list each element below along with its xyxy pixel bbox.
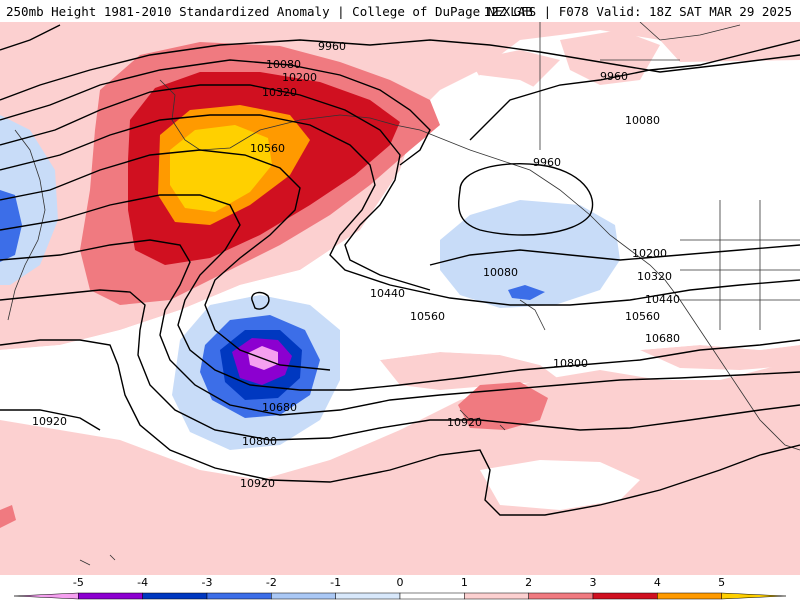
model-run-info: 12Z GFS | F078 Valid: 18Z SAT MAR 29 202… <box>483 4 792 19</box>
colorbar-segment <box>399 592 465 600</box>
anomaly-map: 9960 9960 9960 10080 10080 10080 10200 1… <box>0 22 800 575</box>
label-10200: 10200 <box>632 247 667 260</box>
map-header: 250mb Height 1981-2010 Standardized Anom… <box>0 0 800 22</box>
colorbar-svg: -5 -4 -3 -2 -1 0 1 2 3 4 5 <box>13 576 787 600</box>
label-10080: 10080 <box>483 266 518 279</box>
colorbar-tick-label: -4 <box>137 576 148 589</box>
label-10200: 10200 <box>282 71 317 84</box>
colorbar-segment <box>464 592 529 600</box>
colorbar-segments <box>13 592 787 600</box>
label-10800: 10800 <box>553 357 588 370</box>
contour-labels: 9960 9960 9960 10080 10080 10080 10200 1… <box>32 40 680 490</box>
colorbar-tick-label: 4 <box>654 576 661 589</box>
label-10440: 10440 <box>645 293 680 306</box>
label-9960: 9960 <box>318 40 346 53</box>
colorbar-segment <box>13 592 79 600</box>
coastlines <box>7 22 800 566</box>
height-contours <box>0 24 800 516</box>
label-10560: 10560 <box>250 142 285 155</box>
colorbar-segment <box>657 592 722 600</box>
label-10560: 10560 <box>410 310 445 323</box>
colorbar-segment <box>721 592 787 600</box>
label-10800: 10800 <box>242 435 277 448</box>
label-10920: 10920 <box>240 477 275 490</box>
colorbar-tick-label: 1 <box>461 576 468 589</box>
label-9960: 9960 <box>533 156 561 169</box>
map-canvas: 9960 9960 9960 10080 10080 10080 10200 1… <box>0 22 800 575</box>
colorbar-segment <box>528 592 594 600</box>
colorbar-segment <box>206 592 272 600</box>
colorbar-tick-label: 5 <box>718 576 725 589</box>
colorbar-segment <box>271 592 336 600</box>
colorbar-tick-label: -5 <box>73 576 84 589</box>
colorbar-segment <box>335 592 401 600</box>
colorbar-legend: -5 -4 -3 -2 -1 0 1 2 3 4 5 <box>0 574 800 600</box>
label-10680: 10680 <box>645 332 680 345</box>
label-10560: 10560 <box>625 310 660 323</box>
colorbar-tick-label: -1 <box>330 576 341 589</box>
colorbar-ticks: -5 -4 -3 -2 -1 0 1 2 3 4 5 <box>73 576 725 589</box>
label-10320: 10320 <box>637 270 672 283</box>
colorbar-tick-label: -2 <box>266 576 277 589</box>
label-10320: 10320 <box>262 86 297 99</box>
label-10440: 10440 <box>370 287 405 300</box>
map-title: 250mb Height 1981-2010 Standardized Anom… <box>6 4 533 19</box>
colorbar-tick-label: 3 <box>590 576 597 589</box>
label-10920: 10920 <box>32 415 67 428</box>
label-10080: 10080 <box>625 114 660 127</box>
label-10680: 10680 <box>262 401 297 414</box>
colorbar-tick-label: 0 <box>397 576 404 589</box>
label-9960: 9960 <box>600 70 628 83</box>
colorbar-segment <box>78 592 143 600</box>
label-10080: 10080 <box>266 58 301 71</box>
colorbar-tick-label: -3 <box>202 576 213 589</box>
colorbar-segment <box>592 592 658 600</box>
colorbar-segment <box>142 592 208 600</box>
colorbar-tick-label: 2 <box>525 576 532 589</box>
label-10920: 10920 <box>447 416 482 429</box>
